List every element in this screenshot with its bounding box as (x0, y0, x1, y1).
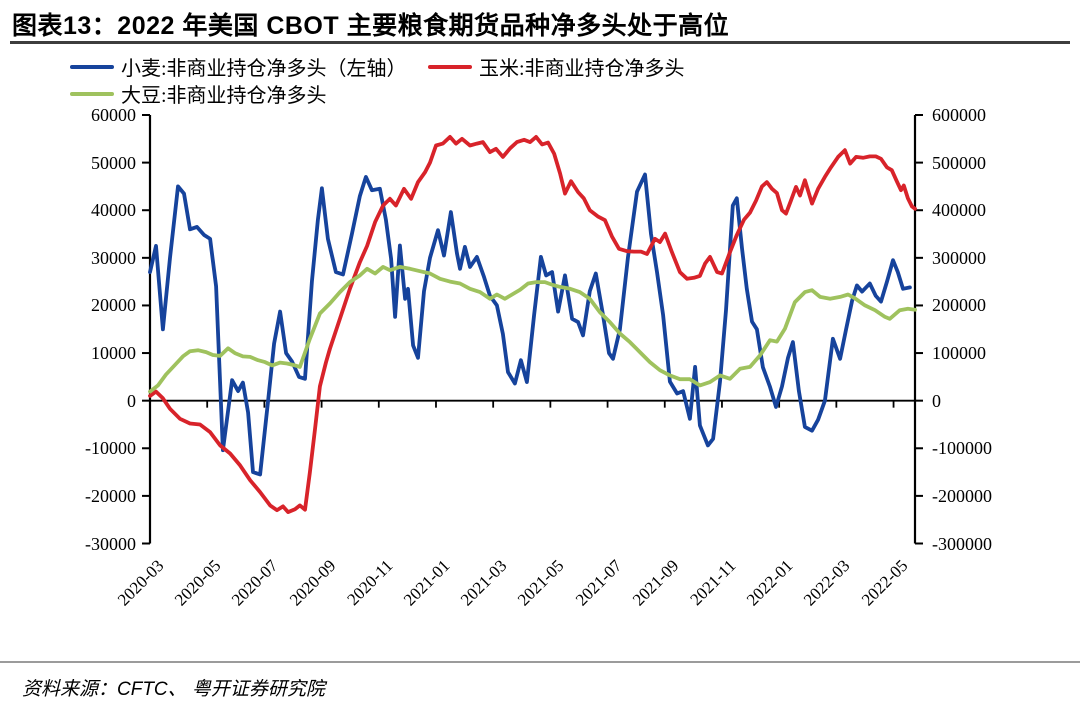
legend-item-corn: 玉米:非商业持仓净多头 (428, 52, 685, 81)
legend-label-wheat: 小麦:非商业持仓净多头（左轴） (121, 58, 407, 80)
source-note: 资料来源：CFTC、 粤开证券研究院 (22, 679, 325, 700)
legend-item-soybean: 大豆:非商业持仓净多头 (70, 79, 327, 108)
left-axis-tick-label: 20000 (91, 295, 136, 316)
left-axis-tick-label: 10000 (91, 343, 136, 364)
left-axis-tick-label: -10000 (85, 438, 136, 459)
soybean-line-swatch (70, 91, 114, 96)
title-rule (10, 41, 1070, 44)
right-axis-tick-label: 500000 (932, 152, 986, 173)
right-axis-tick-label: 400000 (932, 200, 986, 221)
legend-label-soybean: 大豆:非商业持仓净多头 (121, 85, 327, 107)
right-axis-tick-label: 100000 (932, 343, 986, 364)
right-axis-tick-label: 300000 (932, 247, 986, 268)
wheat-line-swatch (70, 64, 114, 69)
right-axis-tick-label: -100000 (932, 438, 992, 459)
figure-title: 图表13：2022 年美国 CBOT 主要粮食期货品种净多头处于高位 (12, 12, 730, 40)
legend-label-corn: 玉米:非商业持仓净多头 (479, 58, 685, 80)
right-axis-tick-label: 200000 (932, 295, 986, 316)
right-axis-tick-label: -200000 (932, 485, 992, 506)
right-axis-tick-label: 600000 (932, 105, 986, 125)
left-axis-tick-label: -20000 (85, 485, 136, 506)
left-axis-tick-label: 0 (127, 390, 136, 411)
right-axis-tick-label: 0 (932, 390, 941, 411)
corn-line-swatch (428, 64, 472, 69)
left-axis-tick-label: -30000 (85, 533, 136, 554)
left-axis-tick-label: 40000 (91, 200, 136, 221)
left-axis-tick-label: 30000 (91, 247, 136, 268)
right-axis-tick-label: -300000 (932, 533, 992, 554)
left-axis-tick-label: 50000 (91, 152, 136, 173)
legend-item-wheat: 小麦:非商业持仓净多头（左轴） (70, 52, 407, 81)
left-axis-tick-label: 60000 (91, 105, 136, 125)
footer-rule (0, 661, 1080, 663)
